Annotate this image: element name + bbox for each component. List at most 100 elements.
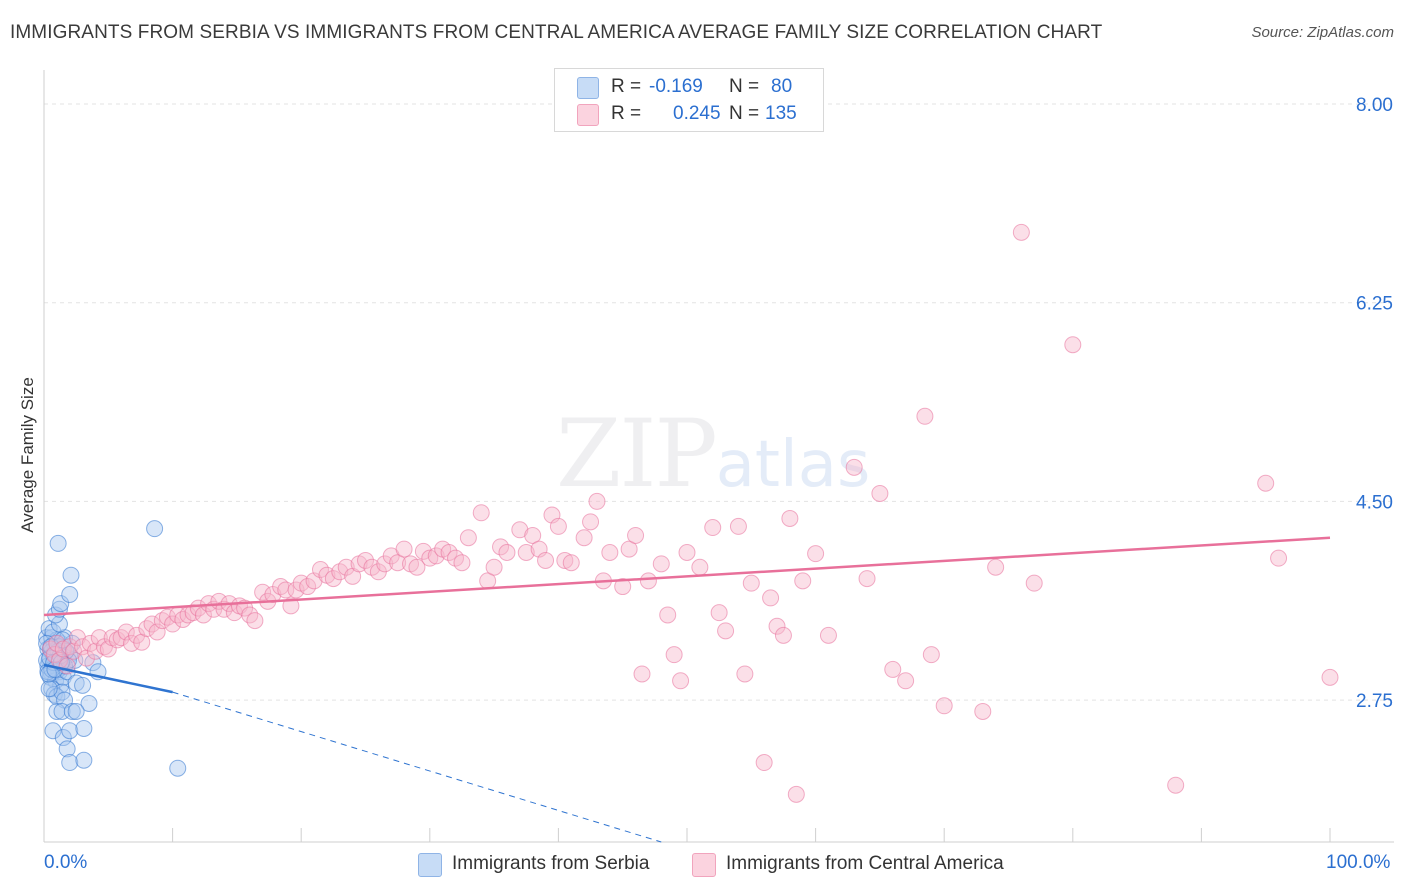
central-america-point: [858, 570, 876, 588]
serbia-point: [75, 751, 93, 769]
central-america-point: [807, 545, 825, 563]
central-america-point: [987, 558, 1005, 576]
serbia-point: [169, 759, 187, 777]
central-america-point: [440, 544, 458, 561]
central-america-point: [524, 526, 542, 544]
central-america-point: [601, 544, 619, 561]
central-america-point: [787, 785, 805, 803]
n-label: N =: [729, 76, 760, 97]
central-america-point: [717, 622, 735, 640]
central-america-point: [282, 597, 300, 615]
central-america-point: [1012, 223, 1030, 241]
central-america-point: [575, 529, 593, 547]
serbia-point: [74, 676, 92, 694]
central-america-point: [794, 572, 812, 590]
central-america-point: [845, 458, 863, 476]
n-value: 135: [765, 103, 797, 124]
central-america-point: [652, 555, 670, 573]
central-america-point: [755, 754, 773, 772]
r-value: 0.245: [673, 103, 721, 124]
serbia-point: [54, 729, 72, 747]
central-america-point: [459, 529, 477, 547]
serbia-point: [146, 520, 164, 538]
central-america-point: [90, 629, 108, 647]
chart-title: IMMIGRANTS FROM SERBIA VS IMMIGRANTS FRO…: [10, 22, 1103, 43]
central-america-point: [246, 612, 264, 630]
central-america-point: [781, 509, 799, 527]
central-america-point: [562, 554, 580, 572]
central-america-point: [736, 665, 754, 683]
central-america-point: [138, 620, 156, 638]
serbia-trend-extension: [172, 691, 662, 843]
central-america-point: [299, 578, 317, 596]
r-label: R =: [611, 103, 642, 124]
serbia-point: [48, 702, 66, 720]
central-america-point: [620, 540, 638, 558]
central-america-point: [549, 517, 567, 535]
central-america-point: [768, 617, 786, 635]
central-america-point: [453, 554, 471, 572]
central-america-point: [472, 504, 490, 522]
central-america-point: [588, 492, 606, 510]
central-america-point: [99, 640, 117, 658]
serbia-swatch: [577, 77, 599, 99]
central-america-point: [153, 612, 171, 630]
central-america-point: [421, 549, 439, 567]
central-america-point: [174, 610, 192, 628]
serbia-point: [63, 702, 81, 720]
central-america-point: [639, 572, 657, 590]
central-america-swatch: [577, 104, 599, 126]
x-tick-label-max: 100.0%: [1326, 852, 1391, 873]
central-america-point: [1321, 668, 1339, 686]
central-america-point: [324, 570, 342, 588]
serbia-point: [44, 722, 62, 740]
x-tick-label-min: 0.0%: [44, 852, 88, 873]
central-america-point: [485, 558, 503, 576]
central-america-point: [922, 646, 940, 664]
y-tick-label: 4.50: [1356, 492, 1393, 513]
central-america-point: [537, 551, 555, 569]
central-america-point: [665, 646, 683, 664]
r-label: R =: [611, 76, 642, 97]
central-america-point: [1257, 474, 1275, 492]
serbia-legend-swatch: [418, 853, 442, 877]
central-america-point: [556, 551, 574, 569]
central-america-point: [916, 407, 934, 425]
serbia-point: [58, 740, 76, 758]
y-tick-label: 6.25: [1356, 294, 1393, 315]
central-america-point: [311, 561, 329, 579]
serbia-legend-label: Immigrants from Serbia: [452, 853, 650, 874]
central-america-point: [86, 642, 104, 660]
source-label: Source: ZipAtlas.com: [1251, 24, 1394, 41]
central-america-point: [48, 634, 66, 652]
serbia-point: [53, 702, 71, 720]
central-america-legend-swatch: [692, 853, 716, 877]
serbia-point: [80, 694, 98, 712]
central-america-point: [729, 517, 747, 535]
stats-legend: R = -0.169 N = 80 R = 0.245 N = 135: [554, 68, 824, 132]
central-america-legend-label: Immigrants from Central America: [726, 853, 1004, 874]
serbia-point: [75, 719, 93, 737]
central-america-point: [710, 604, 728, 622]
central-america-point: [614, 578, 632, 596]
serbia-point: [67, 674, 85, 692]
serbia-point: [40, 680, 58, 698]
central-america-point: [408, 558, 426, 576]
central-america-point: [627, 526, 645, 544]
y-tick-label: 8.00: [1356, 95, 1393, 116]
central-america-point: [691, 558, 709, 576]
central-america-point: [974, 702, 992, 720]
central-america-point: [884, 660, 902, 678]
central-america-point: [704, 519, 722, 537]
central-america-point: [148, 623, 166, 641]
serbia-point: [61, 722, 79, 740]
serbia-trend-line: [43, 663, 173, 694]
central-america-point: [277, 581, 295, 599]
central-america-trend-line: [43, 536, 1331, 617]
central-america-point: [254, 583, 272, 601]
central-america-point: [54, 640, 72, 658]
central-america-point: [742, 574, 760, 592]
serbia-point: [67, 702, 85, 720]
serbia-point: [50, 615, 68, 633]
